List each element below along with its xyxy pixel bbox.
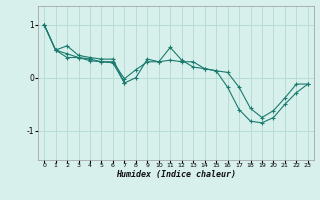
X-axis label: Humidex (Indice chaleur): Humidex (Indice chaleur) (116, 170, 236, 179)
